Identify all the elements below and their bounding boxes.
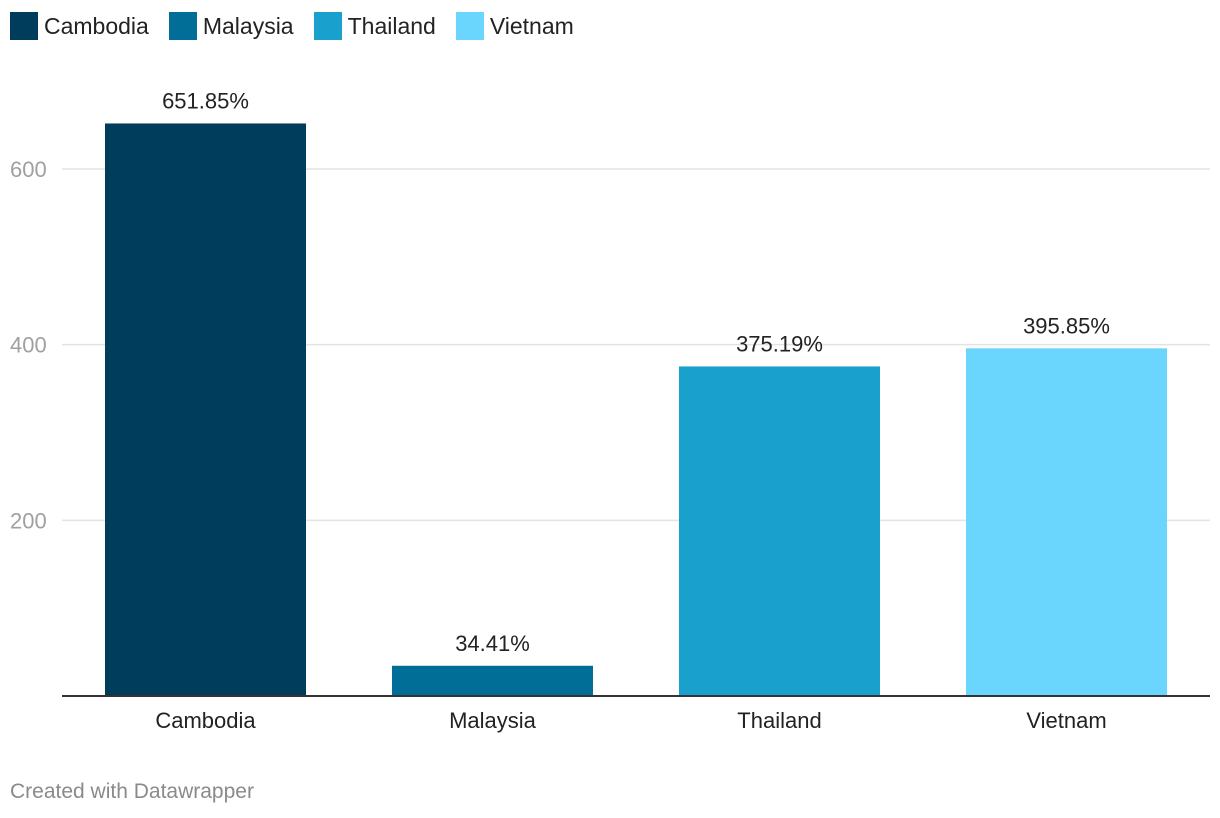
y-tick-label: 400 xyxy=(10,333,47,358)
data-label: 375.19% xyxy=(736,331,823,356)
y-tick-label: 600 xyxy=(10,157,47,182)
legend-label: Vietnam xyxy=(489,12,574,39)
y-tick-label: 200 xyxy=(10,508,47,533)
x-tick-label: Thailand xyxy=(737,708,821,733)
legend-item-malaysia: Malaysia xyxy=(168,12,294,40)
bar xyxy=(105,123,306,696)
legend-swatch xyxy=(168,12,197,40)
legend-swatch xyxy=(313,12,342,40)
legend-label: Cambodia xyxy=(44,12,149,39)
legend-swatch xyxy=(10,12,38,40)
legend-item-thailand: Thailand xyxy=(313,12,436,40)
bar-chart: 200 400 600 651.85% Cambodia 34.41% Malaysia 37… xyxy=(10,88,1210,733)
legend-item-vietnam: Vietnam xyxy=(455,12,574,40)
legend-item-cambodia: Cambodia xyxy=(10,12,149,40)
bar xyxy=(966,348,1167,696)
legend-swatch xyxy=(455,12,484,40)
bar xyxy=(392,665,593,696)
data-label: 651.85% xyxy=(162,88,249,113)
chart-legend: Cambodia Malaysia Thailand Vietnam xyxy=(10,12,594,40)
bar xyxy=(679,366,880,696)
data-label: 34.41% xyxy=(455,631,530,656)
footer-credit: Created with Datawrapper xyxy=(10,780,254,803)
x-tick-label: Malaysia xyxy=(449,708,537,733)
x-tick-label: Vietnam xyxy=(1026,708,1106,733)
legend-label: Malaysia xyxy=(202,12,294,39)
legend-label: Thailand xyxy=(347,12,436,39)
data-label: 395.85% xyxy=(1023,313,1110,338)
x-tick-label: Cambodia xyxy=(155,708,256,733)
